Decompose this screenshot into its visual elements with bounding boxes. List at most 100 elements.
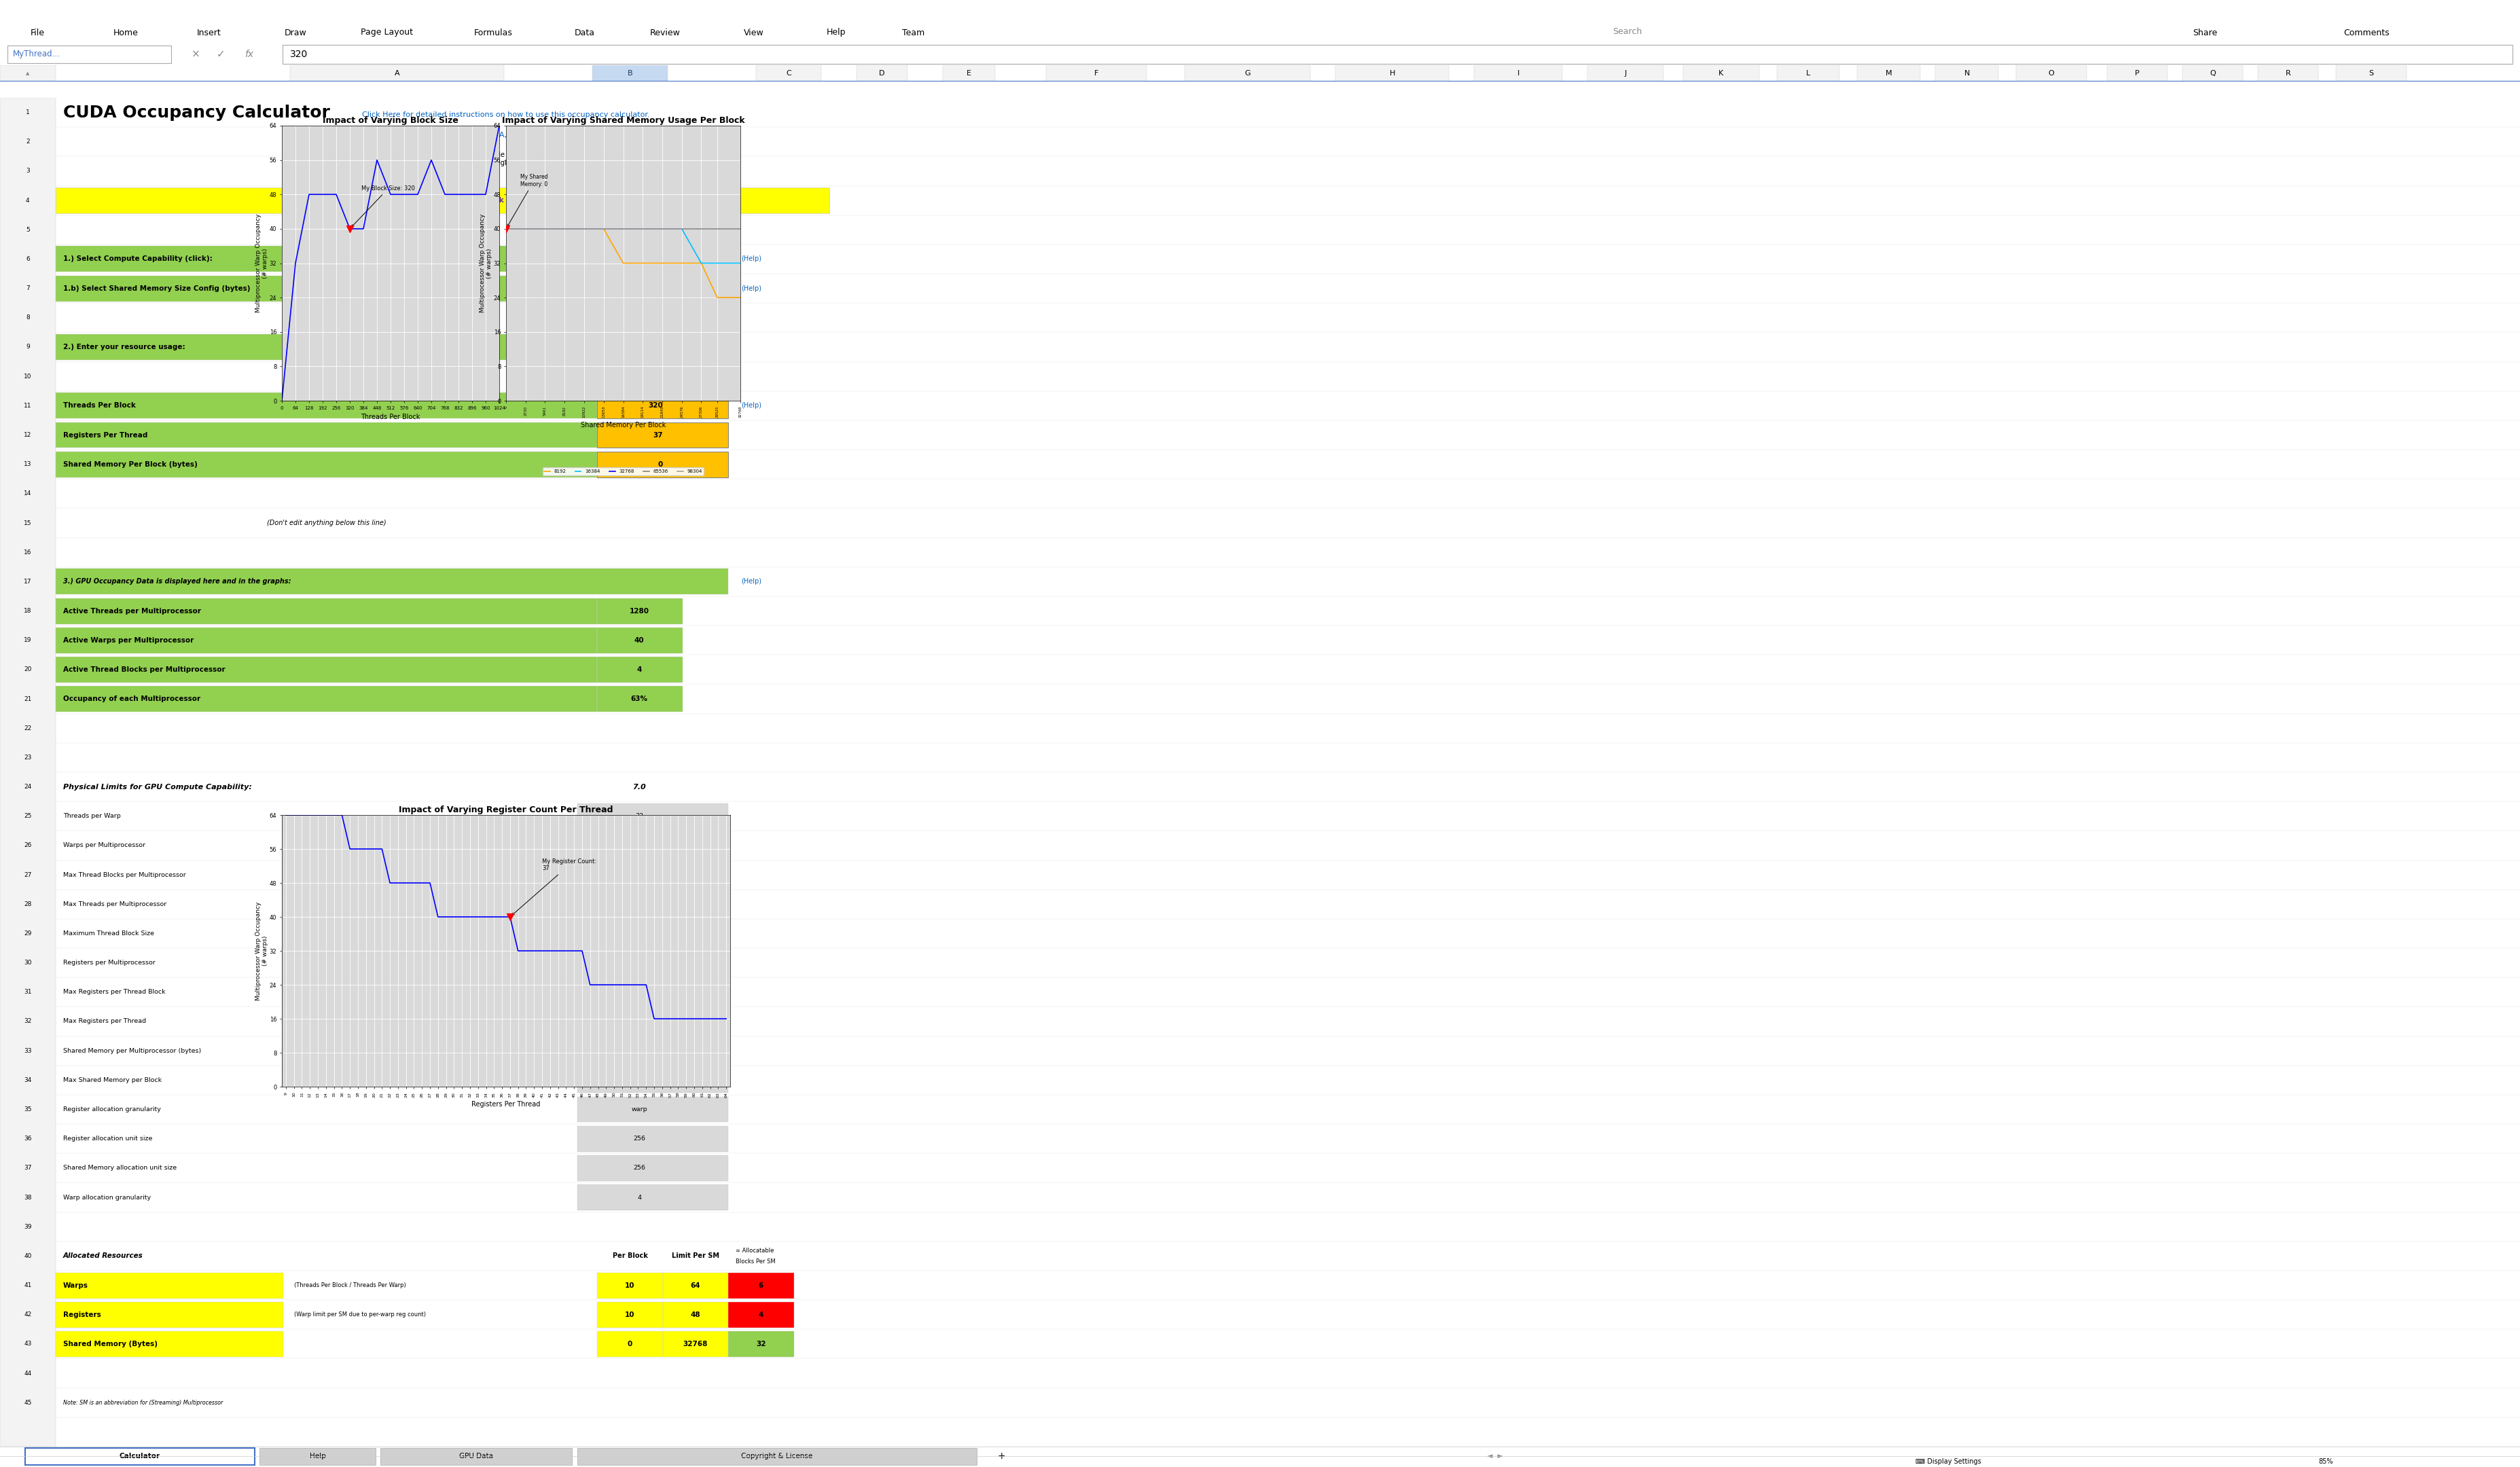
Bar	[25, 1448, 255, 1466]
Line: 16384: 16384	[507, 229, 741, 263]
Y-axis label: Multiprocessor Warp Occupancy
(# warps): Multiprocessor Warp Occupancy (# warps)	[255, 901, 270, 1000]
Text: D: D	[879, 70, 885, 76]
Text: Active Warps per Multiprocessor: Active Warps per Multiprocessor	[63, 637, 194, 644]
Text: Registers: Registers	[63, 1311, 101, 1317]
Title: Impact of Varying Shared Memory Usage Per Block: Impact of Varying Shared Memory Usage Pe…	[501, 116, 746, 125]
Text: F: F	[1094, 70, 1099, 76]
32768	[570, 220, 600, 238]
Bar	[55, 657, 597, 682]
Text: 2.) Enter your resource usage:: 2.) Enter your resource usage:	[63, 343, 184, 351]
Text: Warps per Multiprocessor: Warps per Multiprocessor	[63, 842, 146, 848]
Bar	[597, 1272, 663, 1298]
Text: 32768: 32768	[630, 1047, 650, 1053]
Text: Max Shared Memory per Block: Max Shared Memory per Block	[63, 1077, 161, 1083]
Text: My Shared
Memory: 0: My Shared Memory: 0	[507, 175, 547, 226]
98304	[570, 220, 600, 238]
Text: File: File	[30, 28, 45, 37]
Bar	[55, 1331, 282, 1357]
Text: 3: 3	[25, 169, 30, 175]
Bar	[1935, 65, 1998, 82]
Text: Blocks Per SM: Blocks Per SM	[736, 1259, 776, 1265]
Text: Register allocation unit size: Register allocation unit size	[63, 1135, 151, 1141]
16384	[668, 220, 698, 238]
Text: Note: SM is an abbreviation for (Streaming) Multiprocessor: Note: SM is an abbreviation for (Streami…	[63, 1400, 222, 1405]
Bar	[577, 1155, 728, 1181]
65536	[648, 220, 678, 238]
Text: 255: 255	[633, 1018, 645, 1024]
Bar	[577, 1125, 728, 1152]
Bar	[577, 951, 728, 976]
Text: G: G	[1245, 70, 1250, 76]
16384	[491, 220, 522, 238]
Text: Registers per Multiprocessor: Registers per Multiprocessor	[63, 959, 156, 965]
Text: 35: 35	[23, 1106, 33, 1112]
Text: E: E	[968, 70, 970, 76]
Text: 64: 64	[635, 842, 643, 848]
Text: Warps: Warps	[63, 1282, 88, 1288]
32768	[607, 220, 638, 238]
Text: Click Here for detailed instructions on how to use this occupancy calculator.: Click Here for detailed instructions on …	[363, 111, 650, 117]
Text: Help: Help	[827, 28, 847, 37]
Bar	[577, 833, 728, 858]
98304	[549, 220, 580, 238]
Text: (Help): (Help)	[741, 285, 761, 292]
16384	[648, 220, 678, 238]
Bar	[1336, 65, 1449, 82]
Bar	[597, 1331, 663, 1357]
Text: 39: 39	[23, 1223, 33, 1229]
Text: 30: 30	[23, 959, 33, 965]
Y-axis label: Multiprocessor Warp Occupancy
(# warps): Multiprocessor Warp Occupancy (# warps)	[255, 214, 270, 312]
65536	[549, 220, 580, 238]
Bar	[597, 393, 728, 418]
Text: (Help): (Help)	[741, 578, 761, 585]
Bar	[597, 657, 683, 682]
Text: 1: 1	[25, 110, 30, 116]
Text: Formulas: Formulas	[474, 28, 512, 37]
Bar	[577, 804, 728, 829]
98304	[627, 220, 658, 238]
Text: 48: 48	[690, 1311, 701, 1317]
Bar	[857, 65, 907, 82]
8192	[549, 220, 580, 238]
Text: 31: 31	[23, 989, 33, 995]
Text: 10: 10	[625, 1311, 635, 1317]
Text: 1280: 1280	[630, 607, 650, 615]
Text: Insert: Insert	[197, 28, 222, 37]
Text: Max Thread Blocks per Multiprocessor: Max Thread Blocks per Multiprocessor	[63, 871, 186, 877]
Bar	[55, 452, 597, 477]
Text: K: K	[1719, 70, 1724, 76]
Bar	[592, 65, 668, 82]
Text: Max Registers per Thread Block: Max Registers per Thread Block	[63, 989, 166, 995]
Text: Limit Per SM: Limit Per SM	[673, 1253, 718, 1260]
32768	[703, 220, 733, 238]
Text: 32768: 32768	[683, 1341, 708, 1347]
8192	[685, 254, 716, 271]
Bar	[290, 65, 504, 82]
65536	[590, 220, 620, 238]
Text: Allocated Resources: Allocated Resources	[63, 1253, 144, 1260]
16384	[570, 220, 600, 238]
Text: 22: 22	[23, 725, 33, 731]
Text: 32: 32	[23, 1018, 33, 1024]
8192	[590, 220, 620, 238]
Text: fx: fx	[244, 50, 255, 59]
8192	[491, 220, 522, 238]
32768	[685, 220, 716, 238]
Text: View: View	[743, 28, 764, 37]
98304	[590, 220, 620, 238]
32768	[549, 220, 580, 238]
Text: My Block Size: 320: My Block Size: 320	[353, 185, 416, 227]
Text: 41: 41	[23, 1282, 33, 1288]
Text: (Warp limit per SM due to per-warp reg count): (Warp limit per SM due to per-warp reg c…	[295, 1311, 426, 1317]
Bar	[55, 246, 597, 271]
Text: 85%: 85%	[2318, 1458, 2334, 1466]
Text: 7: 7	[25, 286, 30, 292]
Text: 32768: 32768	[650, 285, 675, 292]
Text: 5: 5	[25, 227, 30, 233]
Bar	[55, 628, 597, 653]
Text: 42: 42	[23, 1311, 33, 1317]
Title: Impact of Varying Register Count Per Thread: Impact of Varying Register Count Per Thr…	[398, 805, 612, 814]
8192	[512, 220, 542, 238]
Text: Active Thread Blocks per Multiprocessor: Active Thread Blocks per Multiprocessor	[63, 666, 224, 673]
Text: Shared Memory Per Block (bytes): Shared Memory Per Block (bytes)	[63, 461, 197, 468]
